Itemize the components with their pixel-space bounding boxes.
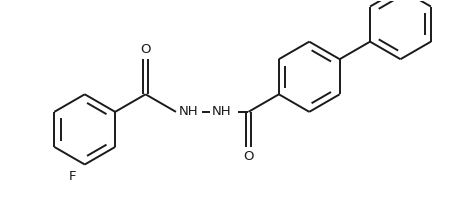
Text: NH: NH bbox=[212, 105, 232, 118]
Text: F: F bbox=[69, 170, 77, 183]
Text: O: O bbox=[140, 43, 151, 56]
Text: NH: NH bbox=[178, 105, 198, 118]
Text: O: O bbox=[243, 150, 254, 163]
